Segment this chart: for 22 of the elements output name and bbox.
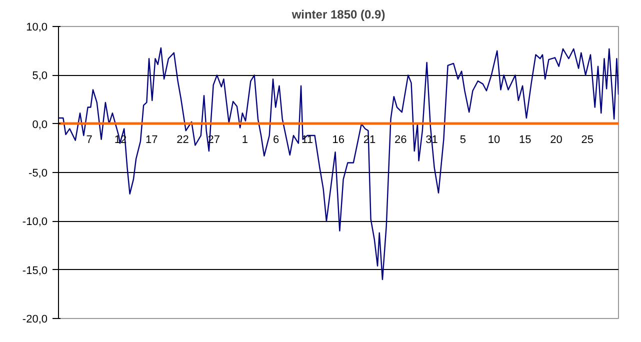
y-tick-label: -15,0 — [22, 264, 48, 277]
x-tick-label: 11 — [302, 134, 313, 146]
x-tick-label: 16 — [332, 134, 345, 146]
x-tick-label: 5 — [460, 134, 466, 146]
y-tick-label: -10,0 — [22, 216, 48, 228]
y-tick-label: 0,0 — [32, 118, 48, 131]
y-tick-label: -5,0 — [28, 168, 48, 180]
x-tick-label: 10 — [488, 134, 500, 146]
x-tick-label: 20 — [550, 134, 562, 146]
chart-title: winter 1850 (0.9) — [290, 8, 386, 22]
y-tick-label: 10,0 — [26, 22, 48, 34]
y-tick-label: 5,0 — [32, 70, 48, 82]
line-series — [58, 47, 618, 280]
x-tick-label: 25 — [581, 134, 594, 146]
x-tick-label: 15 — [519, 134, 532, 146]
x-tick-label: 6 — [273, 134, 280, 146]
y-tick-label: -20,0 — [22, 314, 48, 326]
x-tick-label: 1 — [242, 134, 248, 146]
x-tick-label: 7 — [86, 134, 92, 146]
x-tick-label: 22 — [176, 134, 189, 146]
x-tick-label: 17 — [146, 134, 158, 146]
x-tick-label: 26 — [394, 134, 407, 146]
